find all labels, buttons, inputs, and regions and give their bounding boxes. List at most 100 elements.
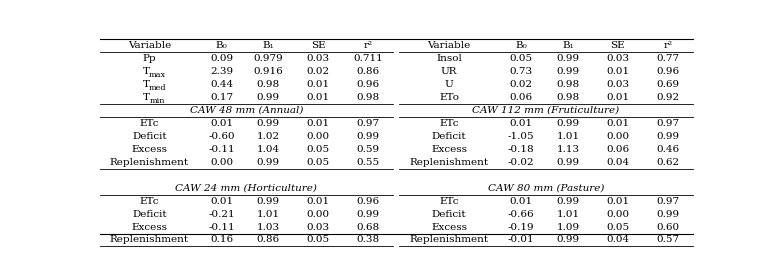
Text: 0.01: 0.01 (606, 93, 629, 102)
Text: 1.01: 1.01 (557, 210, 580, 219)
Text: 1.01: 1.01 (557, 132, 580, 141)
Text: 0.99: 0.99 (557, 158, 580, 167)
Text: 0.09: 0.09 (210, 54, 233, 63)
Text: r²: r² (363, 41, 373, 50)
Text: 0.979: 0.979 (254, 54, 283, 63)
Text: -0.19: -0.19 (508, 222, 534, 231)
Text: 0.99: 0.99 (656, 132, 679, 141)
Text: 0.06: 0.06 (509, 93, 533, 102)
Text: 0.01: 0.01 (606, 197, 629, 206)
Text: 0.711: 0.711 (353, 54, 383, 63)
Text: 0.03: 0.03 (307, 54, 330, 63)
Text: 0.00: 0.00 (307, 132, 330, 141)
Text: 0.86: 0.86 (356, 67, 380, 76)
Text: 0.00: 0.00 (606, 132, 629, 141)
Text: 0.00: 0.00 (606, 210, 629, 219)
Text: 0.01: 0.01 (210, 197, 233, 206)
Text: min: min (149, 97, 165, 105)
Text: 0.98: 0.98 (356, 93, 380, 102)
Text: 0.38: 0.38 (356, 235, 380, 245)
Text: 0.99: 0.99 (557, 67, 580, 76)
Text: 0.01: 0.01 (307, 93, 330, 102)
Text: 0.86: 0.86 (257, 235, 280, 245)
Text: 0.04: 0.04 (606, 158, 629, 167)
Text: 1.02: 1.02 (257, 132, 280, 141)
Text: 0.77: 0.77 (656, 54, 679, 63)
Text: Variable: Variable (128, 41, 171, 50)
Text: B₁: B₁ (263, 41, 274, 50)
Text: T: T (142, 80, 149, 89)
Text: CAW 112 mm (Fruticulture): CAW 112 mm (Fruticulture) (472, 106, 619, 115)
Text: 0.02: 0.02 (509, 80, 533, 89)
Text: 0.99: 0.99 (257, 197, 280, 206)
Text: CAW 48 mm (Annual): CAW 48 mm (Annual) (189, 106, 303, 115)
Text: Replenishment: Replenishment (410, 235, 489, 245)
Text: Insol: Insol (436, 54, 462, 63)
Text: 0.99: 0.99 (557, 235, 580, 245)
Text: 0.96: 0.96 (356, 197, 380, 206)
Text: 0.57: 0.57 (656, 235, 679, 245)
Text: 0.99: 0.99 (356, 210, 380, 219)
Text: 0.99: 0.99 (557, 54, 580, 63)
Text: ETc: ETc (439, 197, 459, 206)
Text: 0.99: 0.99 (356, 132, 380, 141)
Text: 0.01: 0.01 (307, 80, 330, 89)
Text: Replenishment: Replenishment (410, 158, 489, 167)
Text: Variable: Variable (427, 41, 471, 50)
Text: CAW 24 mm (Horticulture): CAW 24 mm (Horticulture) (175, 184, 318, 193)
Text: Deficit: Deficit (432, 210, 466, 219)
Text: 0.16: 0.16 (210, 235, 233, 245)
Text: Excess: Excess (131, 222, 168, 231)
Text: 0.73: 0.73 (509, 67, 533, 76)
Text: SE: SE (311, 41, 325, 50)
Text: -0.21: -0.21 (208, 210, 235, 219)
Text: 0.00: 0.00 (307, 210, 330, 219)
Text: 0.98: 0.98 (557, 80, 580, 89)
Text: SE: SE (611, 41, 625, 50)
Text: -1.05: -1.05 (508, 132, 534, 141)
Text: max: max (148, 71, 166, 79)
Text: Deficit: Deficit (432, 132, 466, 141)
Text: 0.05: 0.05 (509, 54, 533, 63)
Text: B₁: B₁ (562, 41, 574, 50)
Text: 0.97: 0.97 (656, 197, 679, 206)
Text: -0.11: -0.11 (208, 145, 235, 154)
Text: -0.60: -0.60 (208, 132, 235, 141)
Text: B₀: B₀ (515, 41, 527, 50)
Text: 0.99: 0.99 (257, 158, 280, 167)
Text: 0.02: 0.02 (307, 67, 330, 76)
Text: -0.18: -0.18 (508, 145, 534, 154)
Text: T: T (142, 93, 149, 102)
Text: -0.01: -0.01 (508, 235, 534, 245)
Text: 0.05: 0.05 (307, 145, 330, 154)
Text: Replenishment: Replenishment (110, 158, 189, 167)
Text: ETc: ETc (140, 197, 159, 206)
Text: B₀: B₀ (216, 41, 227, 50)
Text: 0.68: 0.68 (356, 222, 380, 231)
Text: 1.09: 1.09 (557, 222, 580, 231)
Text: 0.00: 0.00 (210, 158, 233, 167)
Text: Excess: Excess (131, 145, 168, 154)
Text: T: T (142, 67, 149, 76)
Text: 0.99: 0.99 (257, 119, 280, 128)
Text: 1.13: 1.13 (557, 145, 580, 154)
Text: med: med (148, 84, 166, 92)
Text: 0.01: 0.01 (509, 197, 533, 206)
Text: 1.04: 1.04 (257, 145, 280, 154)
Text: 0.01: 0.01 (307, 197, 330, 206)
Text: 0.03: 0.03 (606, 80, 629, 89)
Text: Excess: Excess (431, 145, 467, 154)
Text: ETo: ETo (439, 93, 459, 102)
Text: 0.96: 0.96 (656, 67, 679, 76)
Text: 0.59: 0.59 (356, 145, 380, 154)
Text: 0.03: 0.03 (307, 222, 330, 231)
Text: Replenishment: Replenishment (110, 235, 189, 245)
Text: 0.01: 0.01 (606, 67, 629, 76)
Text: UR: UR (441, 67, 458, 76)
Text: 0.99: 0.99 (257, 93, 280, 102)
Text: Excess: Excess (431, 222, 467, 231)
Text: 0.01: 0.01 (606, 119, 629, 128)
Text: 0.60: 0.60 (656, 222, 679, 231)
Text: 0.05: 0.05 (606, 222, 629, 231)
Text: 0.62: 0.62 (656, 158, 679, 167)
